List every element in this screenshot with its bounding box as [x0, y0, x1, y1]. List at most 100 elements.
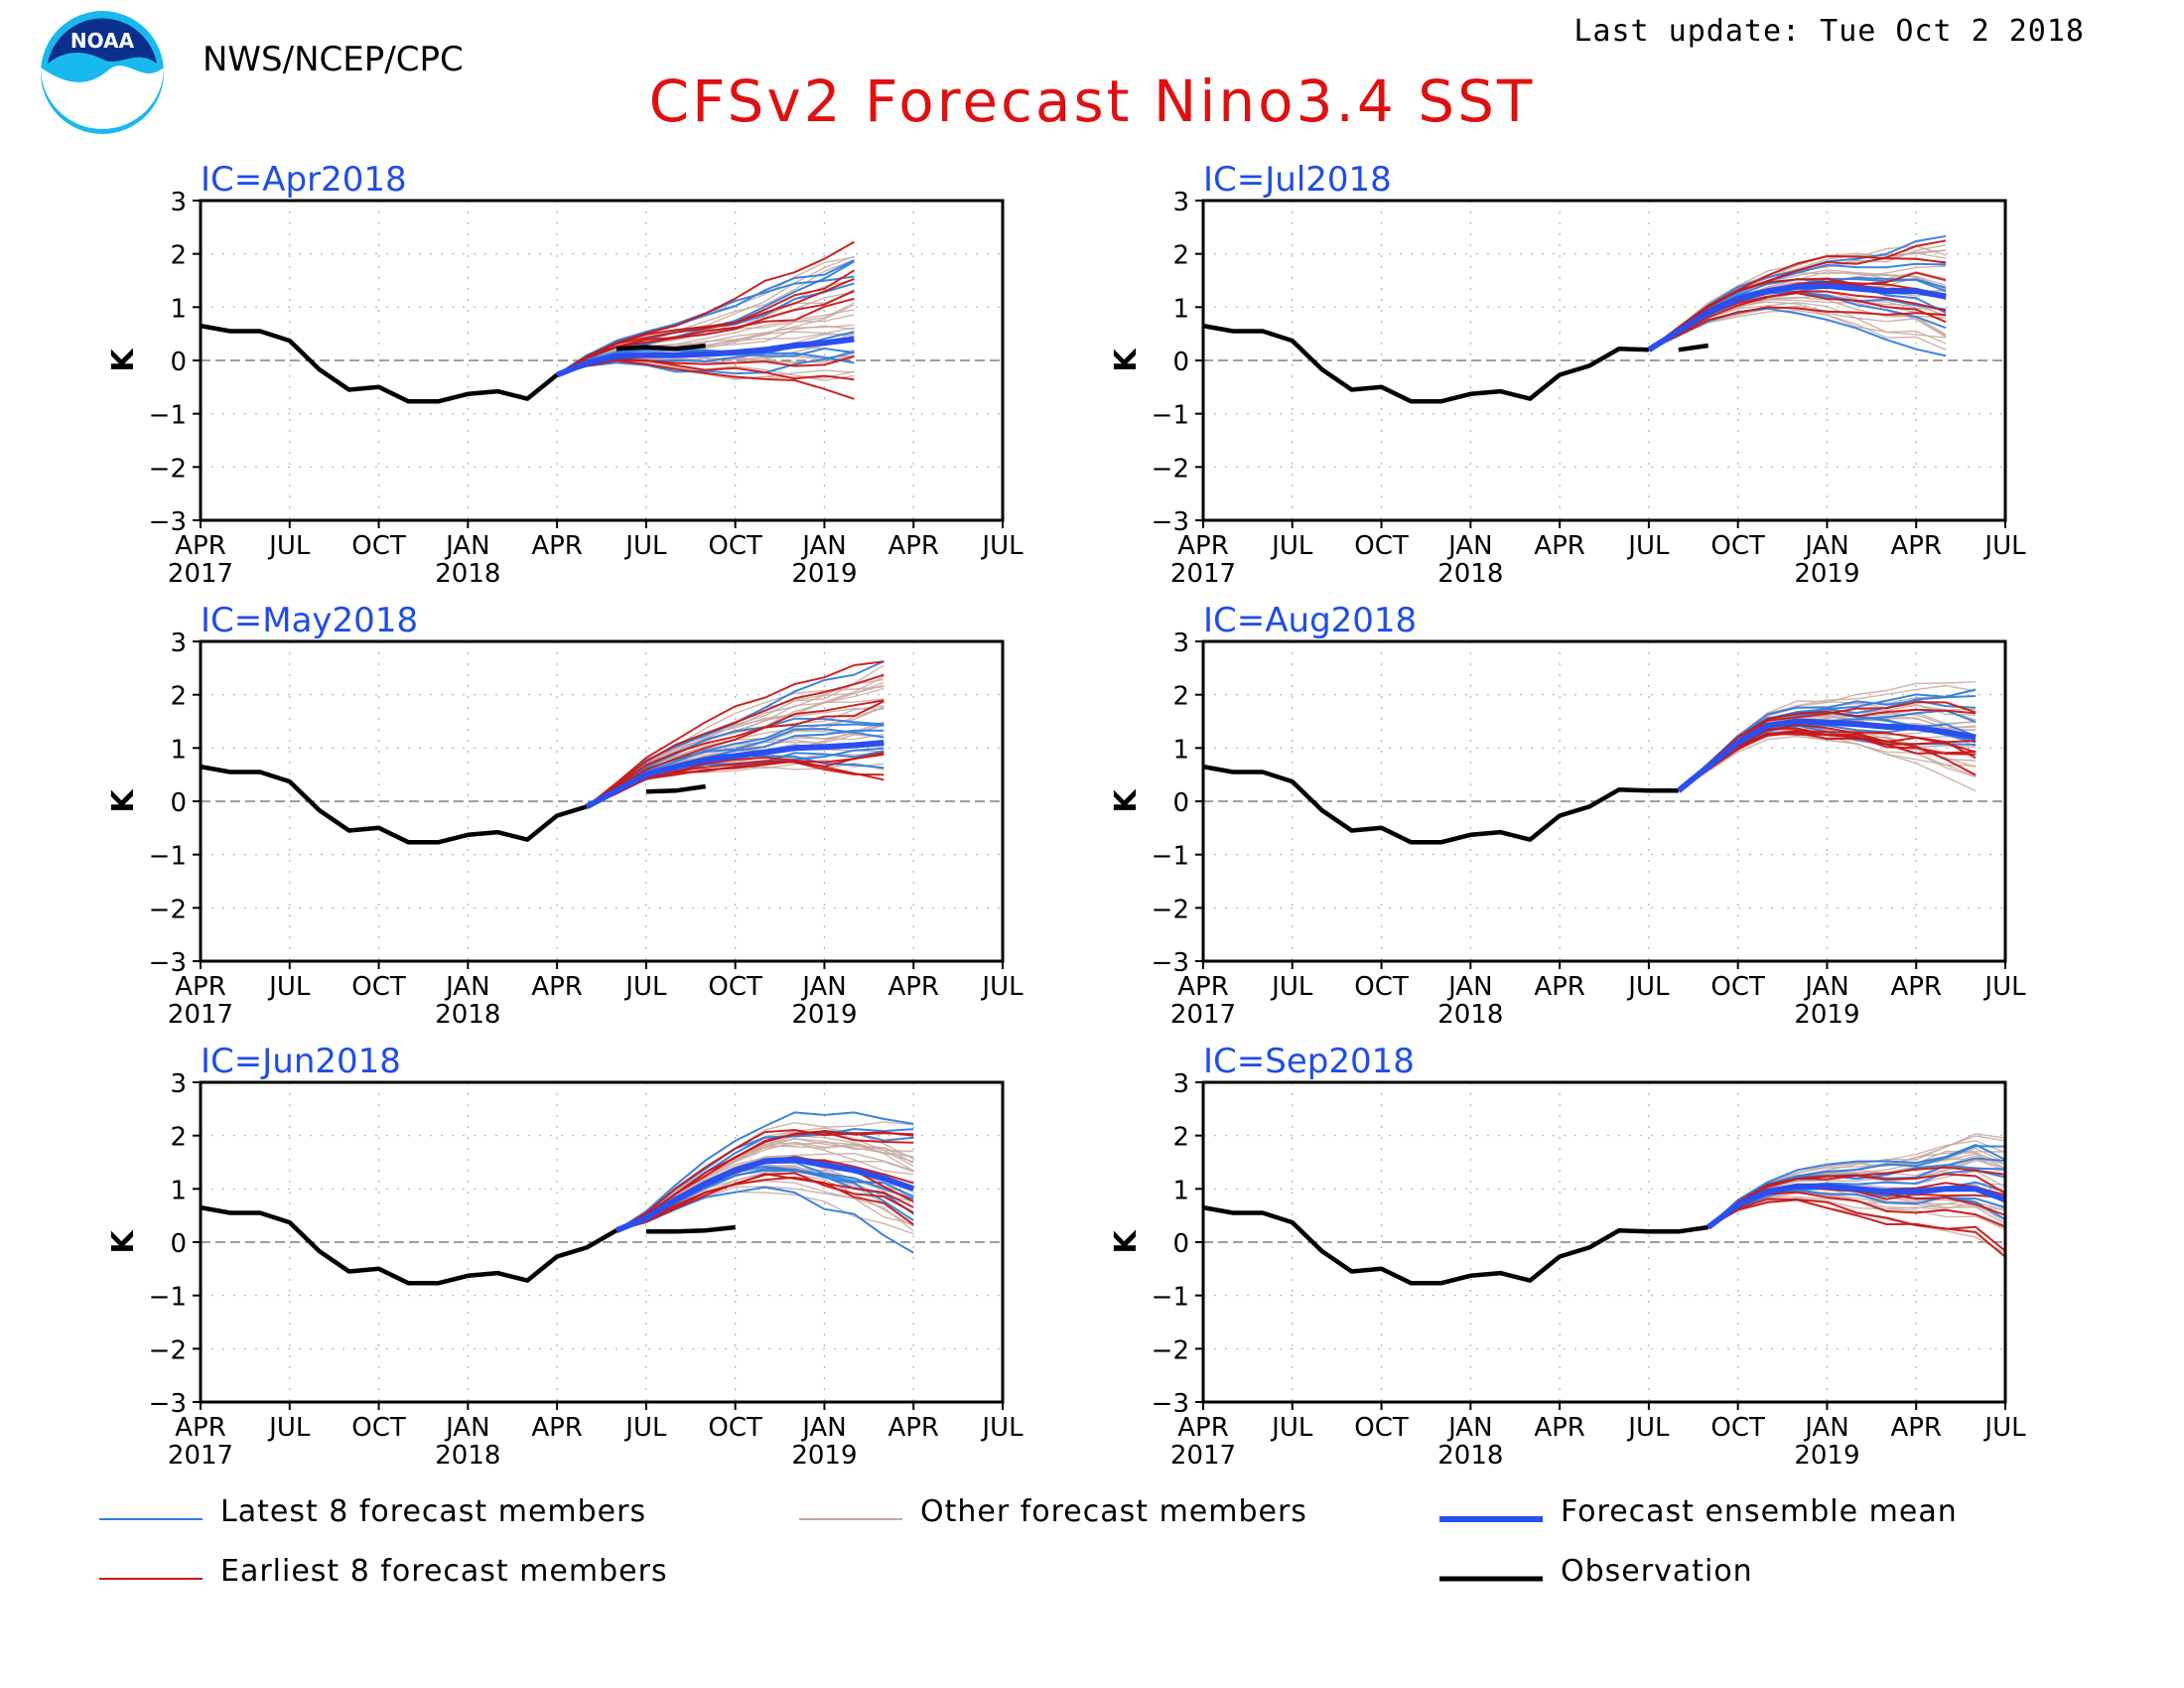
y-tick-label: −3 [149, 1389, 187, 1419]
y-tick-label: 2 [1172, 241, 1189, 271]
x-year-label: 2017 [1170, 559, 1236, 589]
x-tick-label: APR [887, 972, 939, 1002]
y-tick-label: 2 [170, 682, 187, 712]
earliest-member-line [586, 699, 885, 808]
ensemble-mean-line [1706, 1183, 2007, 1230]
x-tick-label: JUL [1982, 972, 2026, 1002]
observation-line [1202, 764, 1679, 845]
x-tick-label: APR [175, 1413, 226, 1443]
panel-label: IC=May2018 [201, 601, 418, 640]
x-year-label: 2018 [435, 1441, 500, 1471]
y-tick-label: −2 [1152, 1336, 1189, 1365]
legend-label: Other forecast members [920, 1494, 1307, 1529]
y-tick-label: −1 [149, 401, 187, 431]
plot-frame [199, 199, 1005, 522]
earliest-member-line [1648, 290, 1947, 352]
x-tick-label: JUL [1626, 531, 1670, 561]
earliest-member-line [556, 277, 855, 376]
y-tick-label: 1 [170, 1176, 187, 1205]
x-tick-label: JUL [1270, 972, 1313, 1002]
x-tick-label: APR [175, 972, 226, 1002]
y-tick-label: 2 [1172, 1123, 1189, 1153]
x-tick-label: OCT [1710, 531, 1765, 561]
x-tick-label: JAN [1803, 1413, 1848, 1443]
earliest-member-line [1707, 1198, 2006, 1252]
last-update: Last update: Tue Oct 2 2018 [1573, 14, 2085, 49]
x-year-label: 2017 [1170, 1000, 1236, 1030]
x-tick-label: APR [1534, 531, 1585, 561]
legend-item-mean: Forecast ensemble mean [1439, 1494, 1958, 1529]
y-tick-label: 1 [1172, 1176, 1189, 1205]
x-tick-label: OCT [1354, 972, 1409, 1002]
x-tick-label: JAN [800, 1413, 846, 1443]
x-tick-label: JAN [1446, 972, 1492, 1002]
x-tick-label: APR [1534, 1413, 1585, 1443]
latest-member-line [615, 1111, 914, 1232]
legend-label: Latest 8 forecast members [220, 1494, 646, 1529]
y-tick-label: 1 [1172, 294, 1189, 324]
y-tick-label: −3 [1152, 1389, 1189, 1419]
noaa-logo: NOAA [41, 11, 164, 134]
other-member-line [1678, 735, 1977, 792]
x-tick-label: JUL [267, 531, 311, 561]
x-year-label: 2017 [168, 559, 233, 589]
y-axis-label: K [1109, 1229, 1144, 1254]
observation-line [1202, 323, 1649, 404]
y-tick-label: 0 [1172, 788, 1189, 818]
y-tick-label: 0 [170, 348, 187, 377]
x-tick-label: OCT [708, 531, 762, 561]
legend-item-earliest: Earliest 8 forecast members [99, 1554, 667, 1589]
x-tick-label: JAN [444, 531, 489, 561]
y-tick-label: −3 [1152, 948, 1189, 978]
x-tick-label: JAN [800, 531, 846, 561]
observation-line [1202, 1204, 1709, 1286]
x-tick-label: JAN [800, 972, 846, 1002]
legend-label: Forecast ensemble mean [1561, 1494, 1958, 1529]
y-tick-label: 3 [1172, 188, 1189, 217]
x-tick-label: OCT [351, 972, 406, 1002]
x-tick-label: APR [531, 1413, 583, 1443]
plot-frame [1201, 1080, 2007, 1404]
x-tick-label: JUL [1982, 1413, 2026, 1443]
earliest-member-line [586, 700, 885, 808]
observation-tail-line [645, 783, 707, 794]
earliest-member-line [556, 297, 855, 376]
x-tick-label: JAN [1803, 972, 1848, 1002]
y-tick-label: 3 [170, 188, 187, 217]
y-tick-label: −2 [149, 895, 187, 924]
x-tick-label: JUL [267, 972, 311, 1002]
earliest-member-line [1678, 708, 1977, 792]
x-tick-label: OCT [1354, 1413, 1409, 1443]
legend-item-latest: Latest 8 forecast members [99, 1494, 646, 1529]
y-tick-label: −1 [149, 1283, 187, 1313]
org-name: NWS/NCEP/CPC [203, 40, 464, 79]
ensemble-mean-line [1676, 718, 1977, 793]
observation-line [200, 764, 588, 845]
x-year-label: 2019 [791, 559, 857, 589]
x-tick-label: APR [887, 1413, 939, 1443]
x-tick-label: OCT [351, 531, 406, 561]
observation-line [200, 1204, 618, 1286]
x-year-label: 2019 [1794, 1000, 1859, 1030]
x-tick-label: JAN [444, 972, 489, 1002]
x-year-label: 2019 [1794, 1441, 1859, 1471]
x-tick-label: JAN [1803, 531, 1848, 561]
panel-label: IC=Apr2018 [201, 160, 407, 200]
x-tick-label: APR [1890, 1413, 1942, 1443]
x-year-label: 2018 [1437, 1000, 1503, 1030]
panel-label: IC=Aug2018 [1203, 601, 1417, 640]
y-tick-label: 3 [1172, 629, 1189, 658]
other-member-line [556, 309, 855, 376]
x-tick-label: OCT [1710, 972, 1765, 1002]
y-tick-label: 0 [170, 1229, 187, 1259]
y-axis-label: K [1109, 348, 1144, 372]
panel-label: IC=Sep2018 [1203, 1042, 1415, 1081]
panel-label: IC=Jul2018 [1203, 160, 1392, 200]
x-year-label: 2019 [791, 1441, 857, 1471]
y-tick-label: 3 [170, 1069, 187, 1099]
x-tick-label: APR [1890, 531, 1942, 561]
y-tick-label: 0 [1172, 348, 1189, 377]
y-tick-label: −3 [149, 507, 187, 537]
